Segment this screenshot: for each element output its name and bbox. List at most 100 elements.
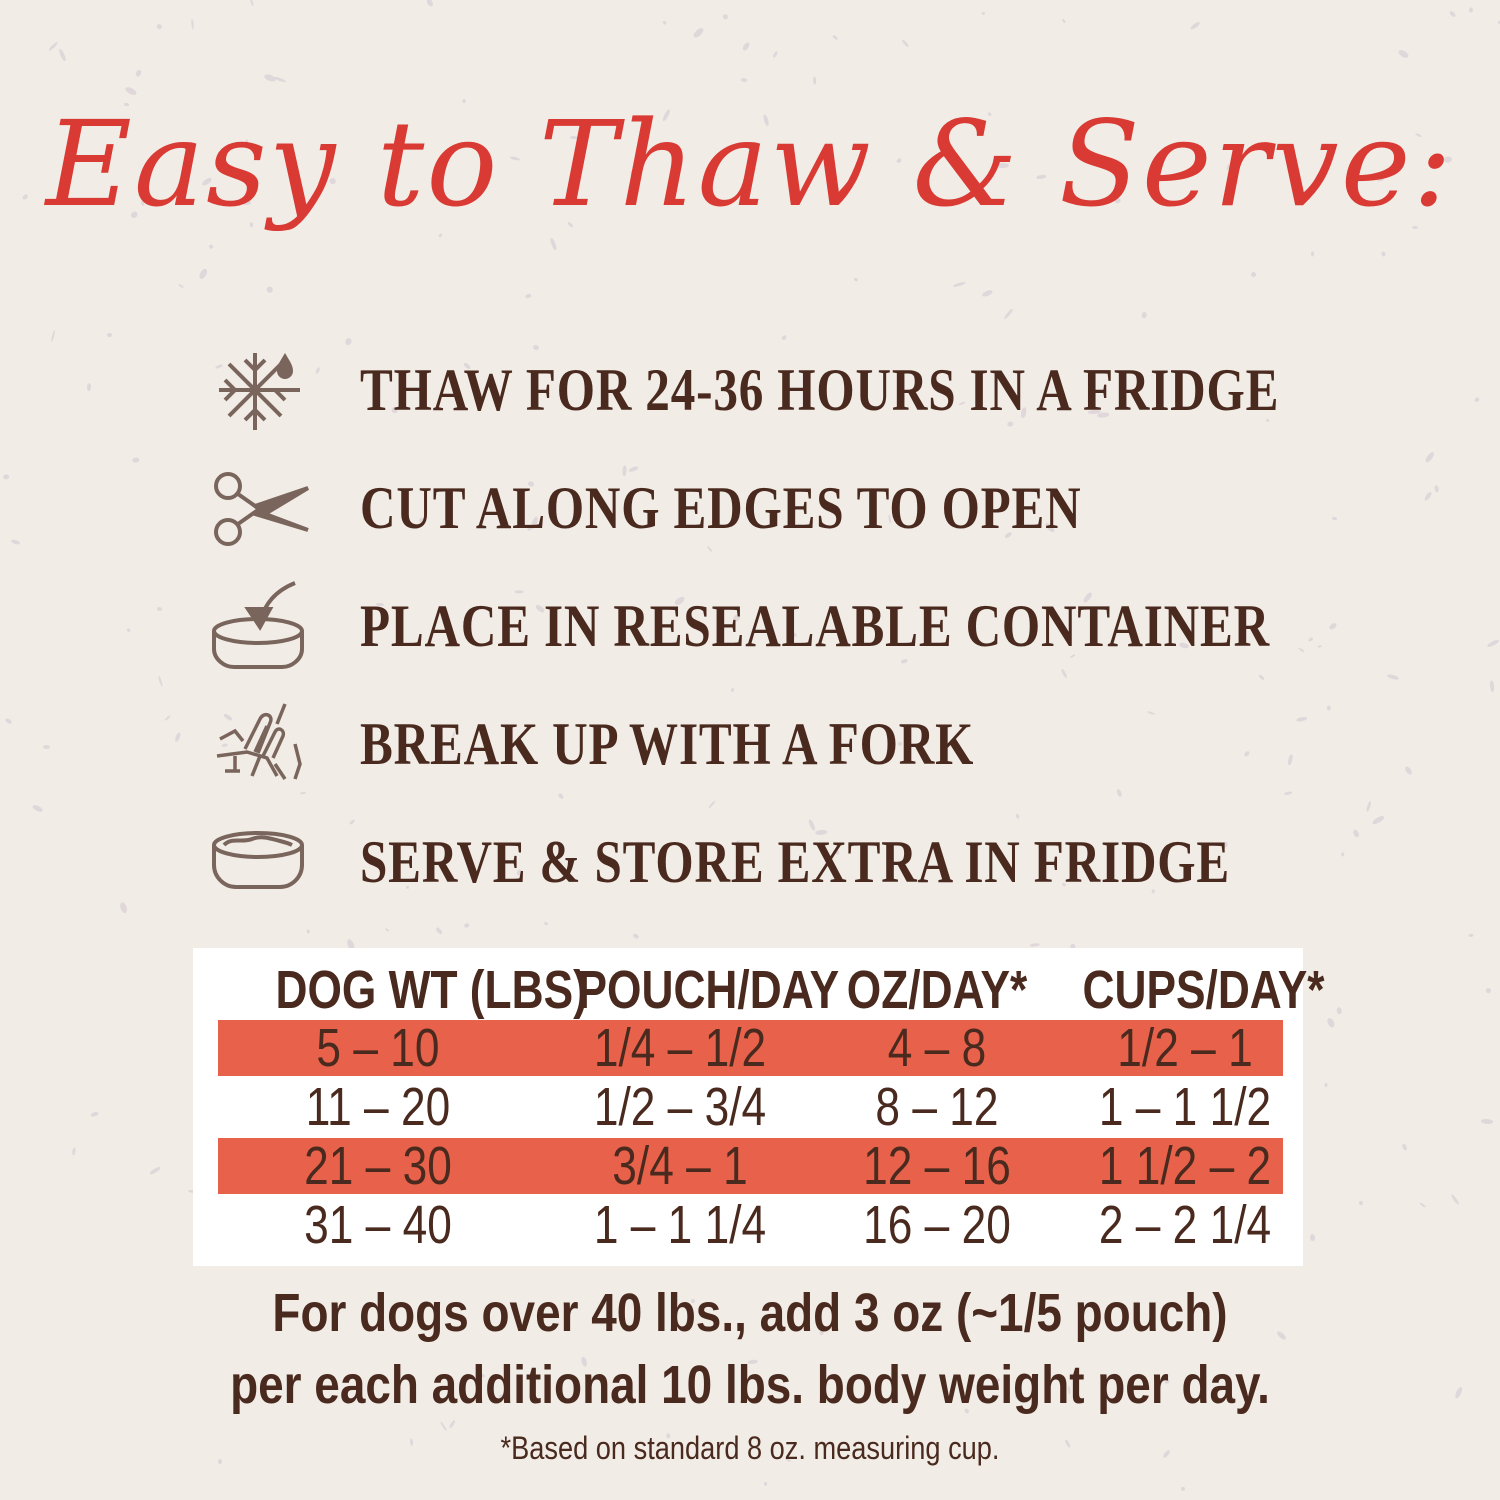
speck: [662, 20, 668, 26]
speck: [692, 26, 705, 39]
speck: [1147, 710, 1156, 716]
speck: [118, 901, 128, 914]
speck: [1341, 851, 1345, 856]
table-cell: 1/2 – 1: [1117, 1018, 1253, 1078]
step-serve: SERVE & STORE EXTRA IN FRIDGE: [210, 812, 1229, 912]
speck: [557, 792, 565, 800]
step-text: BREAK UP WITH A FORK: [360, 710, 975, 777]
table-cell: 16 – 20: [863, 1195, 1011, 1255]
table-cell: 5 – 10: [316, 1018, 440, 1078]
footnote: *Based on standard 8 oz. measuring cup.: [500, 1430, 1000, 1466]
speck: [58, 48, 68, 62]
speck: [1061, 18, 1067, 25]
speck: [524, 293, 533, 299]
speck: [831, 34, 839, 42]
speck: [208, 244, 214, 250]
table-cell: 21 – 30: [304, 1136, 452, 1196]
speck: [1486, 638, 1500, 648]
speck: [1014, 813, 1020, 820]
table-cell: 1 – 1 1/4: [593, 1195, 767, 1255]
speck: [463, 922, 470, 929]
speck: [125, 627, 131, 633]
speck: [532, 344, 541, 352]
speck: [1298, 647, 1306, 653]
speck: [157, 607, 163, 612]
speck: [50, 329, 56, 342]
speck: [981, 10, 986, 16]
speck: [1189, 20, 1201, 31]
speck: [740, 77, 748, 83]
speck: [30, 803, 44, 814]
step-text: CUT ALONG EDGES TO OPEN: [360, 474, 1082, 541]
header-dog-weight: DOG WT (LBS): [275, 960, 588, 1020]
speck: [1318, 644, 1323, 648]
table-cell: 1 1/2 – 2: [1098, 1136, 1272, 1196]
speck: [1311, 250, 1315, 257]
speck: [86, 383, 92, 392]
speck: [1336, 1006, 1343, 1014]
table-row: 21 – 30 3/4 – 1 12 – 16 1 1/2 – 2: [218, 1138, 1283, 1194]
speck: [1332, 516, 1339, 521]
speck: [1115, 788, 1123, 798]
step-container: PLACE IN RESEALABLE CONTAINER: [210, 576, 1269, 676]
speck: [1060, 667, 1069, 679]
speck: [384, 928, 390, 933]
speck: [1250, 271, 1257, 278]
fork-icon: [210, 694, 310, 794]
speck: [157, 675, 163, 687]
speck: [1351, 829, 1361, 839]
scissors-icon: [210, 458, 310, 558]
table-cell: 12 – 16: [863, 1136, 1011, 1196]
speck: [163, 714, 171, 722]
speck: [1295, 715, 1308, 723]
speck: [1030, 941, 1041, 947]
speck: [3, 717, 12, 726]
speck: [1488, 680, 1495, 693]
speck: [449, 1420, 457, 1430]
speck: [1481, 1118, 1494, 1125]
speck: [106, 332, 112, 337]
speck: [177, 283, 185, 289]
speck: [344, 337, 353, 347]
speck: [155, 22, 163, 30]
table-cell: 2 – 2 1/4: [1098, 1195, 1272, 1255]
note-line-2: per each additional 10 lbs. body weight …: [230, 1355, 1270, 1415]
speck: [1002, 307, 1014, 320]
speck: [148, 1165, 161, 1176]
header-oz-day: OZ/DAY*: [846, 960, 1028, 1020]
speck: [314, 366, 321, 375]
speck: [705, 545, 713, 553]
speck: [1371, 814, 1386, 826]
snowflake-drop-icon: [210, 340, 310, 440]
table-cell: 4 – 8: [887, 1018, 987, 1078]
speck: [1243, 750, 1251, 758]
speck: [901, 38, 910, 48]
speck: [1326, 1016, 1336, 1029]
speck: [742, 41, 751, 52]
speck: [1450, 1193, 1460, 1206]
speck: [628, 465, 639, 473]
speck: [1418, 1201, 1427, 1209]
speck: [434, 926, 444, 936]
speck: [1424, 451, 1436, 464]
speck: [853, 277, 858, 282]
speck: [1386, 673, 1399, 681]
speck: [722, 13, 729, 20]
table-cell: 1 – 1 1/2: [1098, 1077, 1272, 1137]
speck: [174, 731, 182, 742]
step-text: PLACE IN RESEALABLE CONTAINER: [360, 592, 1271, 659]
bowl-icon: [210, 812, 310, 912]
speck: [1396, 48, 1410, 60]
speck: [198, 268, 209, 281]
speck: [763, 1481, 768, 1487]
speck: [812, 76, 816, 85]
speck: [632, 932, 640, 939]
speck: [1453, 1386, 1464, 1400]
speck: [1283, 790, 1292, 796]
speck: [1422, 491, 1433, 502]
speck: [772, 50, 778, 58]
container-arrow-icon: [210, 576, 310, 676]
speck: [2, 473, 10, 480]
speck: [1323, 1082, 1328, 1087]
speck: [543, 921, 549, 927]
